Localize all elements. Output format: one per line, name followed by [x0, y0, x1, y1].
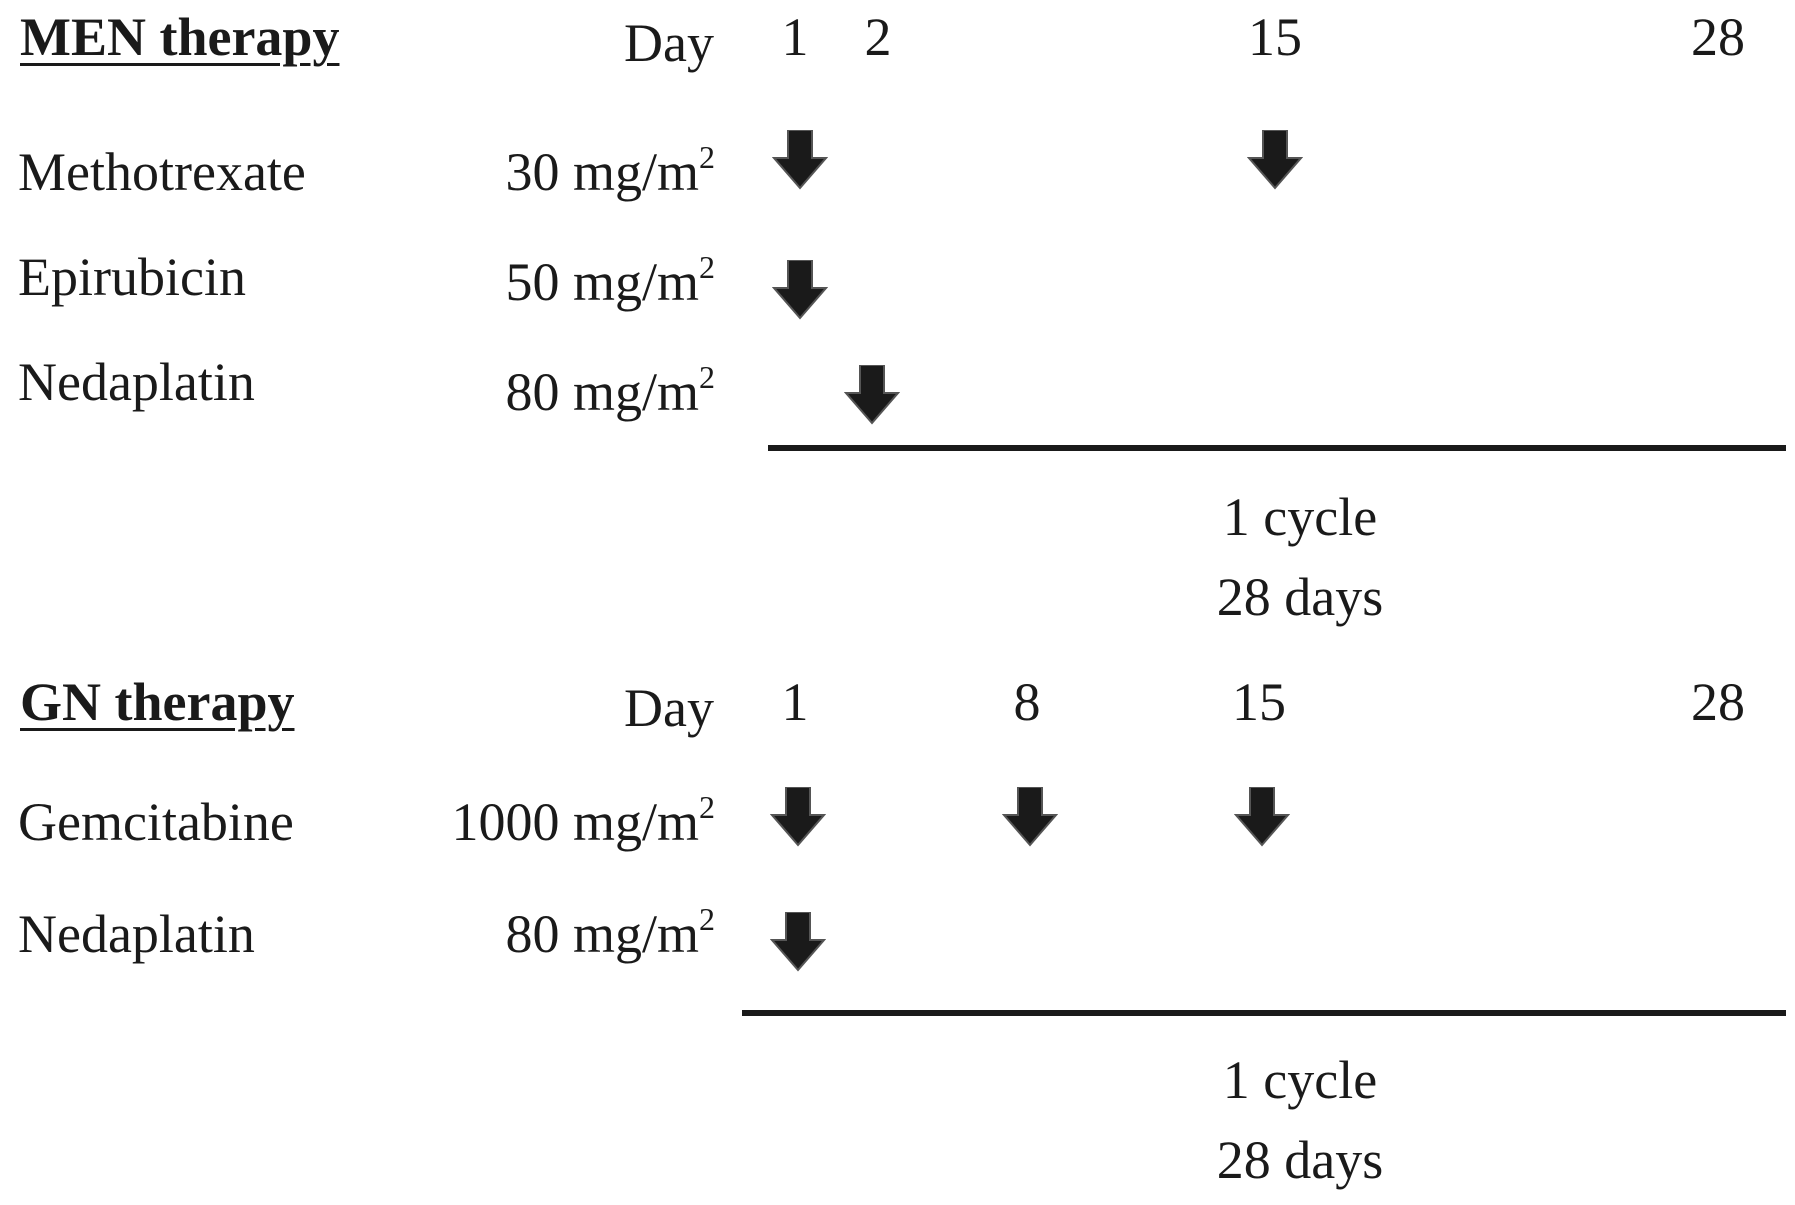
dose-value: 30 mg/m: [505, 142, 699, 202]
therapy-title: MEN therapy: [20, 7, 340, 67]
down-arrow-icon: [770, 912, 826, 972]
down-arrow-icon: [772, 260, 828, 320]
day-number: 1: [781, 7, 809, 67]
down-arrow-icon: [1247, 130, 1303, 190]
day-number: 15: [1232, 672, 1286, 732]
day-number: 28: [1691, 672, 1745, 732]
day-number: 2: [864, 7, 892, 67]
down-arrow-icon: [844, 365, 900, 425]
down-arrow-icon: [770, 787, 826, 847]
drug-dose: 50 mg/m2: [505, 251, 715, 312]
drug-name: Gemcitabine: [18, 792, 294, 852]
cycle-bar: [768, 445, 1786, 451]
dose-value: 80 mg/m: [505, 904, 699, 964]
men-therapy-block: MEN therapy Day 1 2 15 28 Methotrexate 3…: [0, 7, 1795, 627]
cycle-label: 1 cycle 28 days: [1217, 1040, 1383, 1200]
dose-value: 50 mg/m: [505, 252, 699, 312]
dose-exponent: 2: [699, 359, 715, 395]
drug-dose: 80 mg/m2: [505, 361, 715, 422]
cycle-count: 1 cycle: [1222, 1050, 1378, 1110]
drug-name: Methotrexate: [18, 142, 306, 202]
dose-exponent: 2: [699, 789, 715, 825]
day-number: 15: [1248, 7, 1302, 67]
dose-exponent: 2: [699, 249, 715, 285]
down-arrow-icon: [1002, 787, 1058, 847]
therapy-title: GN therapy: [20, 672, 295, 732]
gn-therapy-block: GN therapy Day 1 8 15 28 Gemcitabine 100…: [0, 675, 1795, 1205]
day-number: 1: [781, 672, 809, 732]
day-number: 8: [1013, 672, 1041, 732]
day-label: Day: [624, 678, 714, 738]
drug-name: Nedaplatin: [18, 352, 255, 412]
day-label: Day: [624, 13, 714, 73]
dose-exponent: 2: [699, 139, 715, 175]
drug-name: Epirubicin: [18, 247, 246, 307]
cycle-count: 1 cycle: [1222, 487, 1378, 547]
dose-exponent: 2: [699, 901, 715, 937]
drug-name: Nedaplatin: [18, 904, 255, 964]
cycle-label: 1 cycle 28 days: [1217, 477, 1383, 637]
drug-dose: 1000 mg/m2: [451, 791, 715, 852]
cycle-duration: 28 days: [1216, 1130, 1384, 1190]
cycle-bar: [742, 1010, 1786, 1016]
drug-dose: 30 mg/m2: [505, 141, 715, 202]
drug-dose: 80 mg/m2: [505, 903, 715, 964]
day-number: 28: [1691, 7, 1745, 67]
cycle-duration: 28 days: [1216, 567, 1384, 627]
dose-value: 1000 mg/m: [451, 792, 699, 852]
down-arrow-icon: [1234, 787, 1290, 847]
dose-value: 80 mg/m: [505, 362, 699, 422]
down-arrow-icon: [772, 130, 828, 190]
